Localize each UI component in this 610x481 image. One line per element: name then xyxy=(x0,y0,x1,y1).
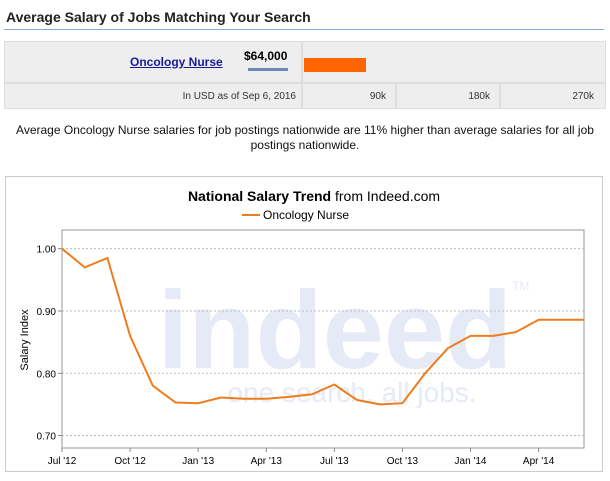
job-cell xyxy=(4,41,302,83)
y-tick-label: 0.90 xyxy=(37,307,57,318)
x-tick-label: Oct '13 xyxy=(387,456,419,467)
x-tick-label: Jan '14 xyxy=(455,456,487,467)
grid-lines xyxy=(62,248,584,437)
x-axis: Jul '12 Oct '12 Jan '13 Apr '13 Jul '13 Oct '… xyxy=(48,448,555,467)
job-title-link[interactable]: Oncology Nurse xyxy=(130,55,223,69)
x-tick-label: Oct '12 xyxy=(114,456,146,467)
indeed-watermark: indeed TM one search. all jobs. xyxy=(158,269,530,408)
salary-description: Average Oncology Nurse salaries for job … xyxy=(16,123,594,152)
title-divider xyxy=(4,29,604,30)
chart-title: National Salary Trend from Indeed.com xyxy=(188,188,440,204)
y-axis: 1.00 0.90 0.80 0.70 xyxy=(37,245,62,443)
x-tick-label: Jul '13 xyxy=(320,456,349,467)
section-title: Average Salary of Jobs Matching Your Sea… xyxy=(6,9,311,25)
scale-cell-270k xyxy=(500,83,606,109)
scale-label-90k: 90k xyxy=(369,91,386,102)
currency-cell xyxy=(4,83,302,109)
y-tick-label: 0.70 xyxy=(37,432,57,443)
watermark-tm: TM xyxy=(512,279,529,293)
legend-label: Oncology Nurse xyxy=(263,208,349,222)
salary-underline xyxy=(248,68,288,71)
x-tick-label: Jul '12 xyxy=(48,456,77,467)
chart-title-rest: from Indeed.com xyxy=(331,188,440,204)
y-tick-label: 0.80 xyxy=(37,369,57,380)
watermark-tagline: one search. all jobs. xyxy=(227,377,476,408)
y-axis-label: Salary Index xyxy=(19,309,31,371)
scale-label-180k: 180k xyxy=(468,91,490,102)
currency-note: In USD as of Sep 6, 2016 xyxy=(182,91,296,102)
chart-container xyxy=(5,176,603,472)
chart-title-bold: National Salary Trend xyxy=(188,188,331,204)
scale-cell-90k xyxy=(302,83,396,109)
series-group xyxy=(61,247,585,406)
scale-cell-180k xyxy=(396,83,500,109)
salary-value: $64,000 xyxy=(244,49,288,63)
series-line-oncology-nurse xyxy=(61,247,584,406)
plot-area xyxy=(61,229,585,449)
watermark-logo: indeed xyxy=(158,269,513,392)
scale-label-270k: 270k xyxy=(572,91,594,102)
salary-bar xyxy=(304,58,366,72)
salary-table xyxy=(4,41,606,113)
x-tick-label: Apr '14 xyxy=(523,456,555,467)
y-tick-label: 1.00 xyxy=(37,245,57,256)
x-tick-label: Jan '13 xyxy=(182,456,214,467)
x-tick-label: Apr '13 xyxy=(251,456,283,467)
